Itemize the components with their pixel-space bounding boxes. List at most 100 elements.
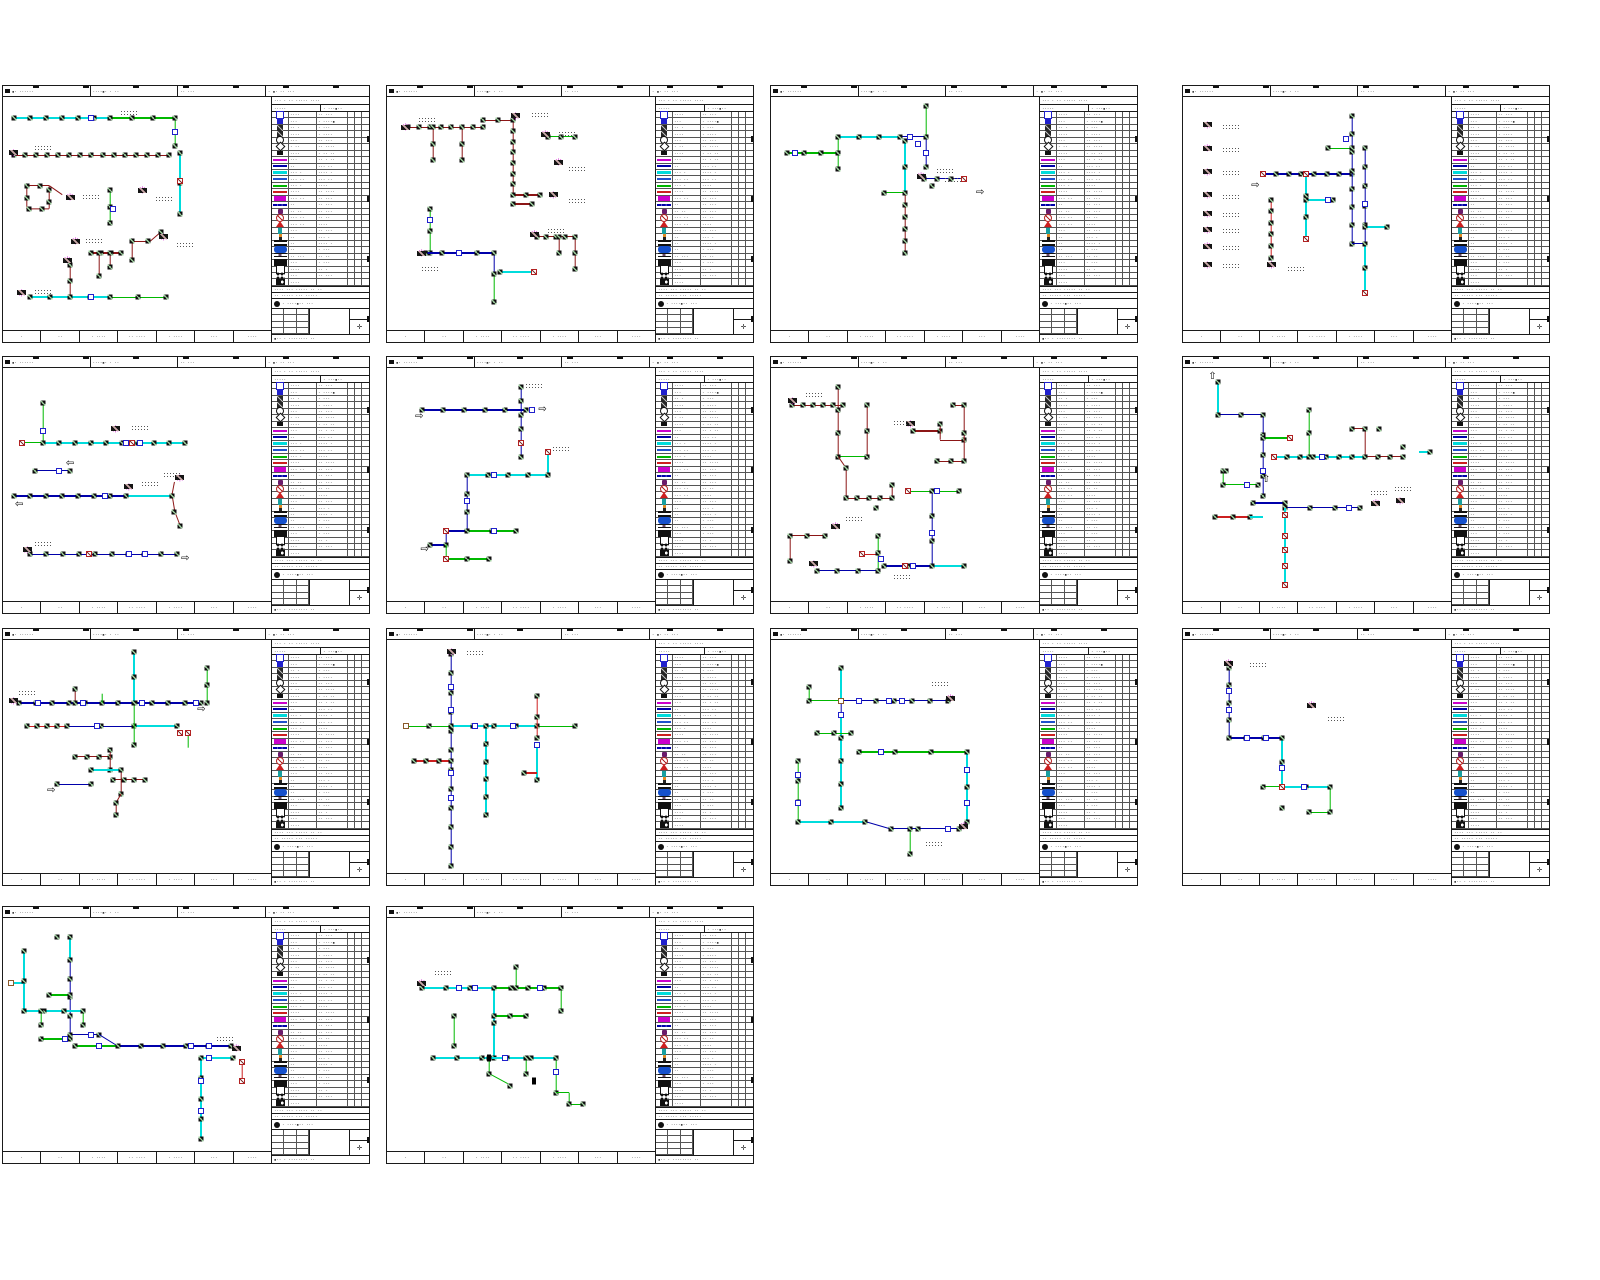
titleblock-table-cell [656,315,669,322]
legend-desc-text: ···· [702,183,712,189]
legend-grid-cell [1123,783,1130,790]
legend-grid-cell [1130,396,1137,401]
sheet-1[interactable]: ▪· ··········▪· · ···· ···· ▪· ·· ···✳✳✳… [2,85,370,343]
legend-desc-text: · ··· [702,260,715,266]
legend-grid-cell [362,422,369,427]
frame-tick [751,859,753,865]
frame-tick [367,256,369,262]
dots-black-symbol-icon [1043,543,1053,551]
scale-strip-cell: ·· ···· [886,602,925,613]
drawing-column: ✳⇨⇨···· ······ ····· ··········· [3,640,272,885]
legend-grid-cell [348,543,355,550]
frame-tick [617,357,623,359]
pipe-segment [1305,173,1308,240]
network-node [448,769,455,776]
titleblock-titlebox [694,309,733,334]
legend-desc-cell: ···· [673,131,701,137]
legend-desc-cell: ··· · [1497,505,1528,511]
legend-grid-cell [746,505,753,510]
legend-desc-cell: ·· [673,163,701,169]
legend-desc-text: · ··· [702,518,715,524]
legend-symbol-cell [656,738,673,745]
legend-grid-cell [739,447,746,453]
legend-grid-cell [1535,144,1542,150]
legend-desc-text: ·· ···· [702,189,719,195]
line-navy-symbol-icon [273,436,287,439]
sheet-9[interactable]: ▪· ··········▪· · ···· ···· ▪· ·· ···✳⇨⇨… [2,628,370,886]
pipe-segment [1308,811,1331,814]
legend-grid-cell [739,215,746,221]
annotation-text [163,471,180,477]
legend-desc-cell: ·· [1057,706,1085,712]
legend-grid-cell [1116,163,1123,169]
legend-desc-text: ·· · [1470,396,1480,402]
network-node [1303,214,1309,220]
legend-desc-text: ·· ···· [702,732,719,738]
legend-desc-cell: ·· ···· [1085,460,1116,466]
legend-desc-cell: · ···· [1497,402,1528,408]
legend-desc-text: ··· · [318,777,331,783]
network-node [34,723,40,729]
legend-grid-cell [732,428,739,434]
scale-text: ··· [1390,877,1398,882]
legend-grid-cell [1542,170,1549,175]
frame-tick [33,86,39,88]
legend-desc-cell: ·· [1057,434,1085,440]
legend-symbol-cell [272,693,289,700]
legend-desc-cell: ···· [317,492,348,498]
sheet-2[interactable]: ▪· ··········▪· · ···· ···· ▪· ·· ···✳✳✳… [386,85,754,343]
network-node [534,693,540,699]
legend-footer-text: ···· ··· ····· ·· ·· [1454,558,1503,563]
legend-desc-text: ·· · [290,668,300,674]
legend-desc-text: ·· [1058,473,1063,479]
legend-grid-cell [355,796,362,803]
legend-desc-cell: ··· ·· [1497,176,1528,182]
legend-footer-row: ·· ····· ··· ····· [272,563,369,569]
legend-grid-cell [362,189,369,194]
legend-desc-text: ···· [1470,150,1480,156]
sq-dark-x-symbol-icon [277,667,283,674]
frame-tick [1313,629,1319,631]
line-magenta-symbol-icon [273,429,287,432]
network-node [204,665,210,671]
legend-row: · ·· ·· ···· [1040,684,1137,695]
legend-desc-cell: · ·· [673,687,701,693]
titleblock-table-cell [272,321,285,328]
network-node [131,777,137,783]
titleblock-table-cell [296,586,309,593]
legend-grid-cell [348,770,355,777]
legend-grid-cell [1123,822,1130,828]
sheet-3[interactable]: ▪· ··········▪· · ···· ···· ▪· ·· ···✳⇨·… [770,85,1138,343]
network-node [100,152,106,158]
legend-row: ··· ·· ··· [272,543,369,551]
sheet-6[interactable]: ▪· ······ ····▪· · ·· ·· ··· · ▪· ·· ··· ⇨ ⇨ ⇨… [386,356,754,614]
titleblock-corner-box [350,309,369,320]
legend-desc-text: ·· [674,783,679,789]
sheet-4[interactable]: ▪· ··········▪· · ···· ···· ▪· ·· ···✳✳✳… [1182,85,1550,343]
sq-dark-sm-symbol-icon [277,151,283,156]
legend-desc-cell: ···· · [701,240,732,247]
legend-title-text: ··· · ·· ····· ···· [1042,641,1088,646]
legend-grid-cell [348,738,355,745]
sheet-12[interactable]: ▪· ··········▪· · ···· ···· ▪· ·· ···✳✳·… [1182,628,1550,886]
sheet-5[interactable]: ▪· ··········▪· · ···· ···· ▪· ·· ···✳✳✳… [2,356,370,614]
legend-symbol-cell [1452,543,1469,551]
legend-desc-text: · ··· [1086,518,1099,524]
frame-tick [751,136,753,142]
legend-grid-cell [1528,202,1535,208]
network-node [464,509,470,515]
frame-tick [751,407,753,413]
sheet-10[interactable]: ▪· ··········▪· · ···· ···· ▪· ·· ···✳··… [386,628,754,886]
legend-desc-cell: · ·· [1469,144,1497,150]
sheet-11[interactable]: ▪· ··········▪· · ···· ···· ▪· ·· ···✳✳·… [770,628,1138,886]
titleblock-table-cell [272,598,285,605]
sheet-7[interactable]: ▪· ··········▪· · ···· ···· ▪· ·· ···✳✳✳… [770,356,1138,614]
sheet-8[interactable]: ▪· ··········▪· · ···· ···· ▪· ·· ···✳✳⇧… [1182,356,1550,614]
frame-tick [83,629,89,631]
legend-desc-text: ·· ·· [674,751,687,757]
legend-grid-cell [362,112,369,117]
dots-black-symbol-icon [1455,543,1465,551]
legend-desc-cell: ·· ··· [1085,745,1116,751]
legend-desc-cell: · ··· [701,790,732,796]
legend-grid-cell [732,751,739,757]
